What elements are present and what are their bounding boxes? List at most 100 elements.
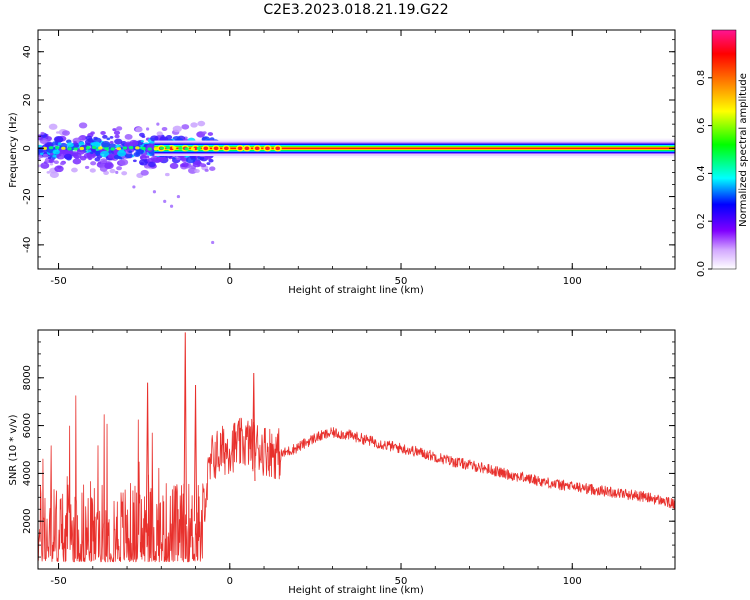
spectral-blob — [135, 126, 143, 133]
spectral-blob — [155, 156, 164, 163]
left-line-fragment — [178, 146, 183, 150]
spectral-blob — [204, 168, 209, 172]
main-line-band — [154, 147, 675, 149]
left-line-fragment — [128, 145, 134, 150]
spectral-blob — [54, 165, 64, 173]
snr-panel: -50 0 50 100 2000 4000 6000 8000 Height of stra… — [8, 329, 676, 596]
left-line-fragment — [172, 146, 177, 150]
spectral-blob — [172, 125, 182, 133]
spectral-blob — [48, 158, 55, 163]
left-line-fragment — [73, 147, 78, 151]
main-line-bead-core — [223, 146, 229, 151]
spectral-blob — [116, 166, 122, 171]
spectral-blob — [86, 151, 96, 159]
spectral-blob — [100, 158, 108, 164]
main-line-bead-core — [254, 146, 260, 151]
main-line-bead-core — [213, 146, 219, 151]
spectrogram-xtick-label: -50 — [50, 276, 66, 287]
spectral-blob — [47, 156, 52, 160]
left-line-fragment — [165, 146, 171, 150]
spectral-blob — [71, 167, 78, 173]
colorbar-tick-label: 0.2 — [696, 213, 707, 229]
spectrogram-xlabel: Height of straight line (km) — [288, 285, 424, 296]
snr-ytick-label: 6000 — [22, 413, 33, 438]
spectral-blob — [107, 153, 115, 159]
spectral-blob — [62, 130, 70, 136]
left-line-fragment — [147, 147, 152, 151]
left-line-fragment — [61, 146, 66, 150]
colorbar: 0.0 0.2 0.4 0.6 0.8 Normalized spectral ampl… — [696, 29, 749, 277]
spectral-blob — [85, 135, 93, 141]
left-line-fragment — [141, 146, 146, 151]
spectral-blob — [38, 164, 41, 168]
spectral-blob — [77, 136, 82, 140]
spectral-blob — [38, 157, 41, 161]
snr-line — [38, 395, 675, 563]
left-line-fragment — [135, 146, 140, 150]
spectrogram-ytick-label: -20 — [22, 188, 33, 204]
spectral-blob — [118, 156, 123, 160]
spectral-blob — [101, 141, 111, 148]
spectral-blob — [121, 171, 128, 176]
spectral-blob — [49, 152, 54, 156]
left-line-fragment — [104, 147, 109, 151]
spectral-blob — [40, 162, 50, 169]
main-line-bead-core — [265, 146, 270, 151]
spectral-blob — [49, 162, 54, 166]
spectral-blob — [40, 131, 45, 135]
spectral-outlier — [176, 194, 181, 199]
spectral-blob — [53, 160, 59, 165]
spectral-blob — [113, 130, 121, 135]
colorbar-tick-label: 0.4 — [696, 165, 707, 181]
colorbar-tick-label: 0.6 — [696, 118, 707, 134]
spectral-blob — [102, 134, 108, 139]
spectral-blob — [156, 131, 163, 136]
spectral-outlier — [152, 190, 157, 194]
spectral-blob — [51, 141, 59, 146]
spectral-outlier — [115, 170, 119, 175]
spectral-blob — [48, 123, 58, 130]
spectral-blob — [112, 128, 117, 132]
spectrogram-frame — [37, 29, 676, 270]
spectrogram-xtick-label: 0 — [227, 276, 233, 287]
spectral-blob — [103, 170, 109, 175]
spectral-blob — [58, 156, 63, 160]
spectral-blob — [72, 158, 82, 165]
spectral-blob — [209, 166, 216, 171]
left-line-fragment — [122, 146, 128, 150]
snr-xtick-label: 100 — [563, 576, 582, 587]
snr-spike — [252, 373, 256, 482]
spectrogram-ticks: -50 0 50 100 -40 -20 0 20 40 — [22, 30, 676, 287]
snr-xlabel: Height of straight line (km) — [288, 585, 424, 596]
left-line-fragment — [159, 146, 165, 150]
spectral-blob — [106, 137, 111, 141]
spectral-blob — [132, 159, 137, 163]
snr-ytick-label: 8000 — [22, 365, 33, 390]
main-line-bead-core — [244, 146, 250, 151]
spectral-blob — [176, 157, 181, 161]
spectral-blob — [207, 132, 214, 136]
spectral-blob — [55, 131, 60, 134]
spectrogram-heatmap — [38, 120, 675, 245]
main-line-bead-core — [237, 146, 243, 151]
spectral-blob — [100, 130, 106, 135]
spectral-blob — [109, 168, 116, 174]
left-line-fragment — [85, 146, 91, 150]
spectral-blob — [89, 168, 96, 173]
left-line-fragment — [153, 147, 159, 151]
spectral-blob — [124, 134, 133, 140]
spectral-blob — [94, 142, 101, 148]
spectral-blob — [64, 153, 73, 160]
spectral-blob — [39, 152, 44, 156]
spectral-blob — [161, 126, 168, 132]
snr-line-layer — [38, 332, 675, 563]
spectral-blob — [90, 161, 97, 166]
spectral-blob — [171, 156, 176, 160]
spectral-blob — [49, 171, 59, 178]
spectral-outlier — [98, 161, 102, 165]
spectral-blob — [197, 120, 206, 127]
spectral-blob — [208, 158, 214, 163]
spectral-blob — [96, 150, 101, 154]
spectrogram-ytick-label: 0 — [22, 145, 33, 151]
